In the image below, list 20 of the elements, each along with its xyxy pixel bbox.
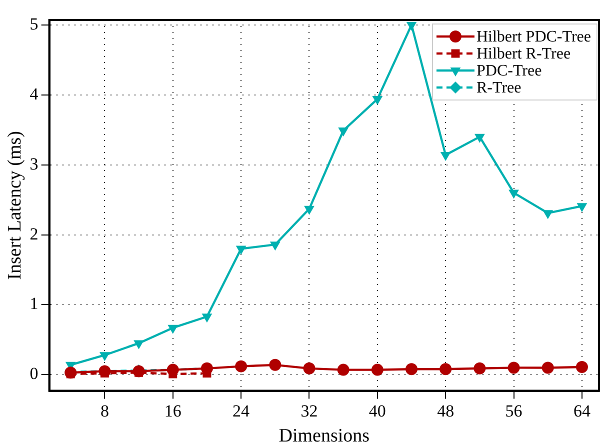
legend-label: Hilbert R-Tree — [476, 46, 571, 63]
x-tick-label: 16 — [164, 401, 182, 420]
y-tick-label: 2 — [30, 224, 38, 244]
x-tick-label: 8 — [100, 401, 109, 420]
y-tick-label: 1 — [30, 294, 38, 314]
x-axis-title: Dimensions — [278, 426, 370, 447]
legend-label: R-Tree — [476, 80, 522, 97]
x-tick-label: 56 — [505, 401, 522, 420]
legend-label: PDC-Tree — [476, 62, 542, 80]
x-tick-label: 64 — [573, 401, 591, 420]
y-tick-label: 0 — [30, 364, 38, 384]
y-axis-title: Insert Latency (ms) — [4, 131, 26, 280]
y-tick-label: 4 — [30, 84, 39, 104]
x-tick-label: 24 — [232, 401, 250, 420]
x-tick-label: 40 — [368, 401, 386, 420]
legend-label: Hilbert PDC-Tree — [476, 28, 591, 46]
y-tick-label: 3 — [30, 154, 38, 174]
x-tick-label: 48 — [437, 401, 454, 420]
y-tick-label: 5 — [30, 14, 38, 34]
x-tick-label: 32 — [300, 401, 318, 420]
